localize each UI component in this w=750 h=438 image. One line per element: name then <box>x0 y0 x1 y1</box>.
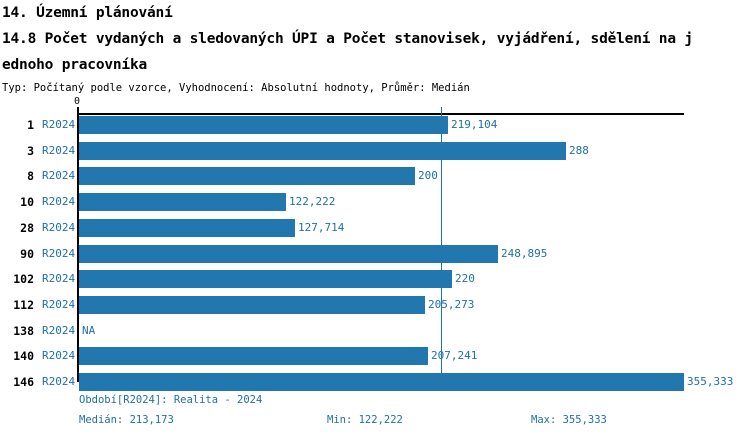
bar-row: 146 R2024 355,333 <box>0 372 750 398</box>
bar[interactable] <box>79 244 498 263</box>
bar-row: 10 R2024 122,222 <box>0 192 750 218</box>
bar-value-label: 219,104 <box>451 118 498 131</box>
bar[interactable] <box>79 193 286 212</box>
bar[interactable] <box>79 373 684 391</box>
chart-header: 14. Územní plánování 14.8 Počet vydaných… <box>0 0 750 95</box>
stat-min: Min: 122,222 <box>327 414 403 426</box>
bar-value-label: 122,222 <box>289 195 336 209</box>
bar-value-label: 355,333 <box>687 375 734 388</box>
page-title-line-2: 14.8 Počet vydaných a sledovaných ÚPI a … <box>2 31 693 47</box>
row-series-label: R2024 <box>42 323 76 337</box>
stat-max: Max: 355,333 <box>531 414 607 426</box>
chart-plot-area: 0 1 R2024 219,104 3 R2024 288 8 R2024 200 10 R2024… <box>0 96 750 391</box>
row-series-label: R2024 <box>42 220 76 234</box>
bar-row: 28 R2024 127,714 <box>0 218 750 244</box>
bar[interactable] <box>79 116 448 134</box>
bar[interactable] <box>79 218 295 237</box>
chart-subtitle: Typ: Počítaný podle vzorce, Vyhodnocení:… <box>2 82 470 94</box>
bar-row: 138 R2024 NA <box>0 321 750 347</box>
row-index-label: 8 <box>27 169 34 184</box>
row-series-label: R2024 <box>42 349 76 363</box>
bar-row: 140 R2024 207,241 <box>0 346 750 372</box>
row-series-label: R2024 <box>42 118 76 131</box>
bar-value-label: 207,241 <box>431 349 478 363</box>
row-series-label: R2024 <box>42 375 76 388</box>
bar[interactable] <box>79 141 566 160</box>
bar-value-label: 220 <box>455 272 475 286</box>
bar-row: 90 R2024 248,895 <box>0 244 750 270</box>
row-index-label: 146 <box>13 375 34 389</box>
bar-row: 8 R2024 200 <box>0 166 750 192</box>
bar-row: 102 R2024 220 <box>0 269 750 295</box>
bar[interactable] <box>79 295 425 314</box>
y-axis-line <box>77 107 79 382</box>
bar-value-label: 248,895 <box>501 246 548 260</box>
bar-row: 3 R2024 288 <box>0 141 750 167</box>
bar-value-label: 288 <box>569 143 589 157</box>
row-index-label: 138 <box>13 323 34 338</box>
row-index-label: 90 <box>20 246 34 261</box>
footer-stats-line: Medián: 213,173 Min: 122,222 Max: 355,33… <box>0 410 750 430</box>
row-series-label: R2024 <box>42 297 76 311</box>
bar[interactable] <box>79 347 428 366</box>
bar-value-label: 127,714 <box>298 220 345 234</box>
row-index-label: 102 <box>13 272 34 287</box>
row-series-label: R2024 <box>42 143 76 157</box>
stat-median: Medián: 213,173 <box>79 414 174 426</box>
row-index-label: 10 <box>20 195 34 210</box>
chart-footer: Období[R2024]: Realita - 2024 Medián: 21… <box>0 390 750 430</box>
page-title-line-3: ednoho pracovníka <box>2 57 148 73</box>
row-series-label: R2024 <box>42 272 76 286</box>
bar-value-label: 200 <box>418 169 438 183</box>
row-index-label: 1 <box>27 118 34 132</box>
bar-row: 112 R2024 205,273 <box>0 295 750 321</box>
page-title-line-1: 14. Územní plánování <box>2 5 173 21</box>
bar[interactable] <box>79 167 415 186</box>
bar-value-na: NA <box>82 323 96 337</box>
footer-legend-line: Období[R2024]: Realita - 2024 <box>0 390 750 410</box>
row-index-label: 28 <box>20 220 34 235</box>
x-axis-tick-label-0: 0 <box>74 96 81 107</box>
row-index-label: 140 <box>13 349 34 364</box>
row-series-label: R2024 <box>42 246 76 260</box>
row-index-label: 112 <box>13 297 34 312</box>
legend-period: Období[R2024]: Realita - 2024 <box>79 394 263 406</box>
bar[interactable] <box>79 270 452 289</box>
row-index-label: 3 <box>27 143 34 158</box>
row-series-label: R2024 <box>42 169 76 183</box>
bar-row: 1 R2024 219,104 <box>0 115 750 141</box>
bar-value-label: 205,273 <box>428 297 475 311</box>
x-axis-line <box>79 113 684 115</box>
row-series-label: R2024 <box>42 195 76 209</box>
